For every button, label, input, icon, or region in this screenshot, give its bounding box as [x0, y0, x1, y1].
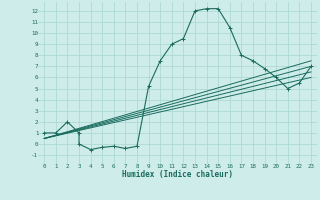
- X-axis label: Humidex (Indice chaleur): Humidex (Indice chaleur): [122, 170, 233, 179]
